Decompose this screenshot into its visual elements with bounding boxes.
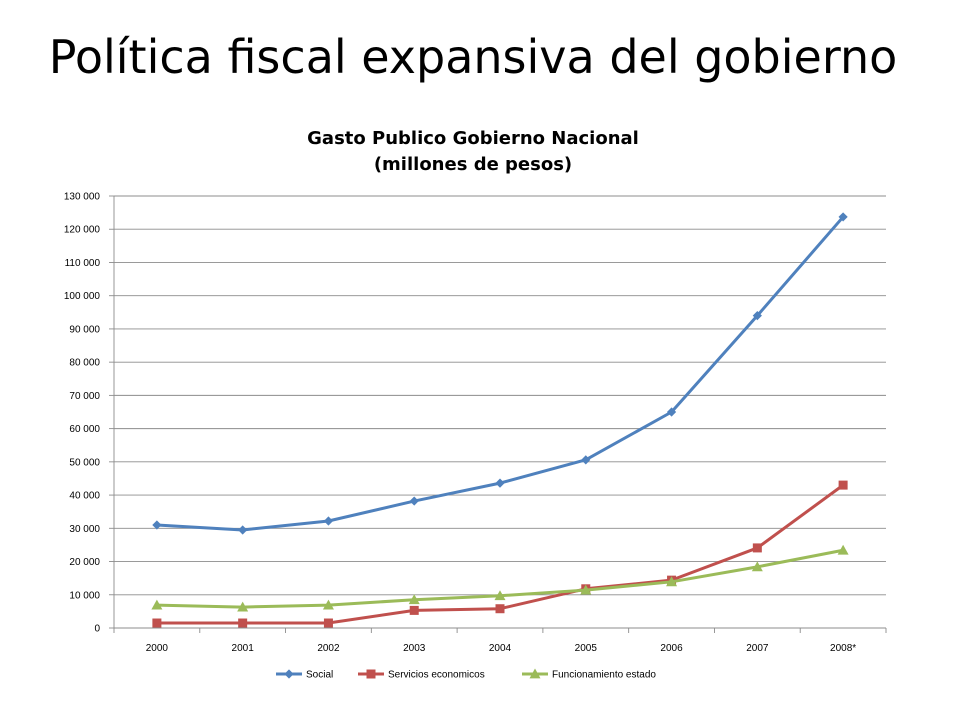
x-tick-label: 2004: [489, 643, 512, 654]
data-point: [581, 455, 591, 465]
y-tick-label: 80 000: [69, 358, 100, 369]
data-point: [752, 543, 762, 553]
data-point: [666, 576, 678, 587]
y-tick-label: 110 000: [65, 258, 101, 269]
x-tick-label: 2007: [746, 643, 769, 654]
data-point: [837, 544, 849, 555]
data-point: [838, 480, 848, 490]
x-tick-label: 2005: [575, 643, 598, 654]
legend-item: Servicios economicos: [358, 669, 485, 681]
legend: Social Servicios economicos Funcionamiento…: [276, 668, 656, 681]
data-point: [409, 605, 419, 615]
legend-label: Servicios economicos: [388, 670, 485, 681]
y-tick-label: 50 000: [69, 457, 100, 468]
legend-label: Social: [306, 670, 333, 681]
y-tick-label: 60 000: [69, 424, 100, 435]
data-point: [152, 520, 162, 530]
x-tick-label: 2002: [317, 643, 340, 654]
chart-title-line2: (millones de pesos): [373, 154, 573, 175]
data-point: [666, 407, 677, 417]
data-point: [409, 496, 419, 506]
data-point: [494, 590, 506, 601]
data-point: [408, 594, 420, 605]
data-point: [838, 212, 848, 222]
data-point: [238, 525, 248, 535]
y-tick-label: 10 000: [69, 590, 100, 601]
data-point: [151, 599, 163, 610]
x-tick-label: 2008*: [830, 643, 856, 654]
legend-marker: [366, 669, 376, 679]
x-tick-label: 2000: [146, 643, 169, 654]
series-funcionamiento-estado: [151, 544, 849, 612]
legend-marker: [284, 669, 294, 679]
series-line: [156, 483, 844, 625]
legend-item: Funcionamiento estado: [522, 668, 656, 681]
gridlines: [114, 195, 886, 596]
data-point: [322, 599, 334, 610]
y-tick-label: 130 000: [64, 192, 101, 203]
chart-title-line1: Gasto Publico Gobierno Nacional: [307, 128, 639, 149]
data-point: [238, 618, 248, 628]
x-axis-ticks: 2000 2001 2002 2003 2004 2005 2006 2007 2008*: [146, 643, 857, 654]
data-point: [323, 516, 334, 526]
slide-title: Política fiscal expansiva del gobierno: [48, 30, 898, 84]
axes: [109, 195, 887, 633]
legend-marker: [529, 668, 541, 679]
y-tick-label: 0: [94, 624, 100, 635]
x-tick-label: 2001: [232, 643, 255, 654]
data-point: [752, 311, 762, 321]
data-point: [237, 601, 249, 612]
series-social: [152, 212, 848, 535]
data-point: [323, 618, 333, 628]
y-tick-label: 100 000: [64, 291, 101, 302]
y-axis-ticks: 0 10 000 20 000 30 000 40 000 50 000 60 000 70 …: [64, 192, 101, 635]
data-point: [495, 604, 505, 614]
legend-label: Funcionamiento estado: [552, 670, 656, 681]
data-point: [495, 478, 505, 488]
y-tick-label: 40 000: [69, 491, 100, 502]
y-tick-label: 30 000: [69, 524, 100, 535]
y-tick-label: 70 000: [69, 391, 100, 402]
legend-item: Social: [276, 669, 333, 681]
data-point: [580, 584, 592, 595]
x-tick-label: 2003: [403, 643, 426, 654]
data-point: [152, 618, 162, 628]
data-point: [751, 561, 763, 572]
x-tick-label: 2006: [660, 643, 683, 654]
series: [151, 212, 849, 628]
y-tick-label: 120 000: [64, 225, 101, 236]
y-tick-label: 20 000: [69, 557, 100, 568]
y-tick-label: 90 000: [69, 324, 100, 335]
